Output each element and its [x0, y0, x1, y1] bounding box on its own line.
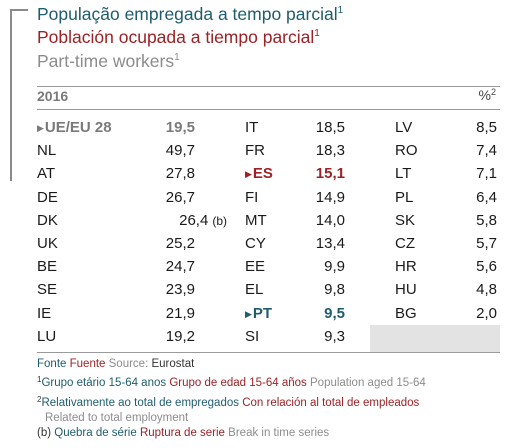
percentage-value: 18,3	[315, 142, 345, 160]
percentage-value: 6,4	[476, 188, 497, 206]
percentage-value: 15,1	[315, 165, 345, 183]
percentage-value: 5,7	[476, 234, 497, 252]
percentage-value: 9,3	[324, 327, 345, 345]
percentage-value: 19,5	[165, 119, 195, 136]
country-code: EE	[245, 258, 266, 276]
table-row: IE 21,9 ▶PT 9,5 BG 2,0	[37, 302, 500, 325]
title-portuguese: População empregada a tempo parcial1	[37, 4, 344, 24]
country-code: AT	[37, 165, 56, 183]
country-code: RO	[395, 142, 418, 160]
country-code: DK	[37, 211, 58, 229]
percentage-value: 27,8	[165, 165, 195, 183]
notes-separator	[37, 352, 500, 353]
country-code: UK	[37, 234, 58, 252]
country-code: DE	[37, 188, 58, 206]
table-row: DE 26,7 FI 14,9 PL 6,4	[37, 186, 500, 209]
country-code: IT	[245, 119, 259, 136]
footnote-2-english: Related to total employment	[45, 411, 189, 424]
percentage-value: 2,0	[476, 304, 497, 322]
country-code: CY	[245, 234, 266, 252]
table-row: ▶UE/EU 28 19,5 IT 18,5 LV 8,5	[37, 116, 500, 139]
footnote-1: 1Grupo etário 15-64 anos Grupo de edad 1…	[37, 375, 426, 390]
country-code: IE	[37, 304, 52, 322]
percentage-value: 5,8	[476, 211, 497, 229]
title-english: Part-time workers1	[37, 51, 180, 71]
country-code: FI	[245, 188, 259, 206]
country-code: BE	[37, 258, 58, 276]
percentage-value: 9,8	[324, 281, 345, 299]
empty-cell-shade	[370, 325, 500, 352]
country-code: LU	[37, 327, 57, 345]
country-code: FR	[245, 142, 265, 160]
percentage-value: 14,9	[315, 188, 345, 206]
country-code: EL	[245, 281, 264, 299]
data-table: ▶UE/EU 28 19,5 IT 18,5 LV 8,5 NL 49,7 FR 18,3 RO 7,…	[37, 116, 500, 348]
arrow-right-icon: ▶	[37, 123, 44, 133]
country-code: ▶ES	[245, 165, 273, 183]
table-row: BE 24,7 EE 9,9 HR 5,6	[37, 255, 500, 278]
country-code: SI	[245, 327, 260, 345]
country-code: NL	[37, 142, 57, 160]
break-note: (b) Quebra de série Ruptura de serie Bre…	[37, 427, 330, 440]
country-code: PL	[395, 188, 414, 206]
percentage-value: 7,4	[476, 142, 497, 160]
source-note: Fonte Fuente Source: Eurostat	[37, 358, 195, 370]
percentage-value: 18,5	[315, 119, 345, 136]
table-row: NL 49,7 FR 18,3 RO 7,4	[37, 139, 500, 162]
title-bracket-horizontal	[10, 9, 28, 11]
country-code: SK	[395, 211, 416, 229]
footnote-2: 2Relativamente ao total de empregados Co…	[37, 394, 420, 409]
percentage-value: 49,7	[165, 142, 195, 160]
unit-label: %2	[478, 87, 496, 103]
percentage-value: 26,4 (b)	[179, 211, 227, 229]
country-code: SE	[37, 281, 58, 299]
title-spanish: Población ocupada a tiempo parcial1	[37, 27, 320, 47]
country-code: LV	[395, 119, 413, 136]
percentage-value: 9,9	[324, 258, 345, 276]
table-row: DK 26,4 (b) MT 14,0 SK 5,8	[37, 209, 500, 232]
break-marker: (b)	[212, 213, 227, 228]
percentage-value: 5,6	[476, 258, 497, 276]
country-code: BG	[395, 304, 417, 322]
percentage-value: 21,9	[165, 304, 195, 322]
arrow-right-icon: ▶	[245, 308, 252, 319]
arrow-right-icon: ▶	[245, 169, 252, 180]
title-bracket-vertical	[10, 9, 12, 181]
percentage-value: 9,5	[324, 304, 345, 322]
percentage-value: 7,1	[476, 165, 497, 183]
footnotes: Fonte Fuente Source: Eurostat 1Grupo etá…	[37, 357, 507, 441]
country-code: ▶PT	[245, 304, 273, 322]
table-row: LU 19,2 SI 9,3	[37, 325, 500, 348]
percentage-value: 25,2	[165, 234, 195, 252]
percentage-value: 24,7	[165, 258, 195, 276]
table-row: SE 23,9 EL 9,8 HU 4,8	[37, 278, 500, 301]
country-code: LT	[395, 165, 412, 183]
country-code: MT	[245, 211, 267, 229]
year-label: 2016	[37, 88, 69, 104]
country-code: HU	[395, 281, 417, 299]
table-row: UK 25,2 CY 13,4 CZ 5,7	[37, 232, 500, 255]
percentage-value: 13,4	[315, 234, 345, 252]
table-row: AT 27,8 ▶ES 15,1 LT 7,1	[37, 162, 500, 185]
table-header: 2016 %2	[37, 86, 500, 110]
percentage-value: 19,2	[165, 327, 195, 345]
country-code: ▶UE/EU 28	[37, 119, 112, 136]
country-code: CZ	[395, 234, 415, 252]
percentage-value: 26,7	[165, 188, 195, 206]
percentage-value: 23,9	[165, 281, 195, 299]
percentage-value: 4,8	[476, 281, 497, 299]
country-code: HR	[395, 258, 417, 276]
percentage-value: 14,0	[315, 211, 345, 229]
percentage-value: 8,5	[476, 119, 497, 136]
